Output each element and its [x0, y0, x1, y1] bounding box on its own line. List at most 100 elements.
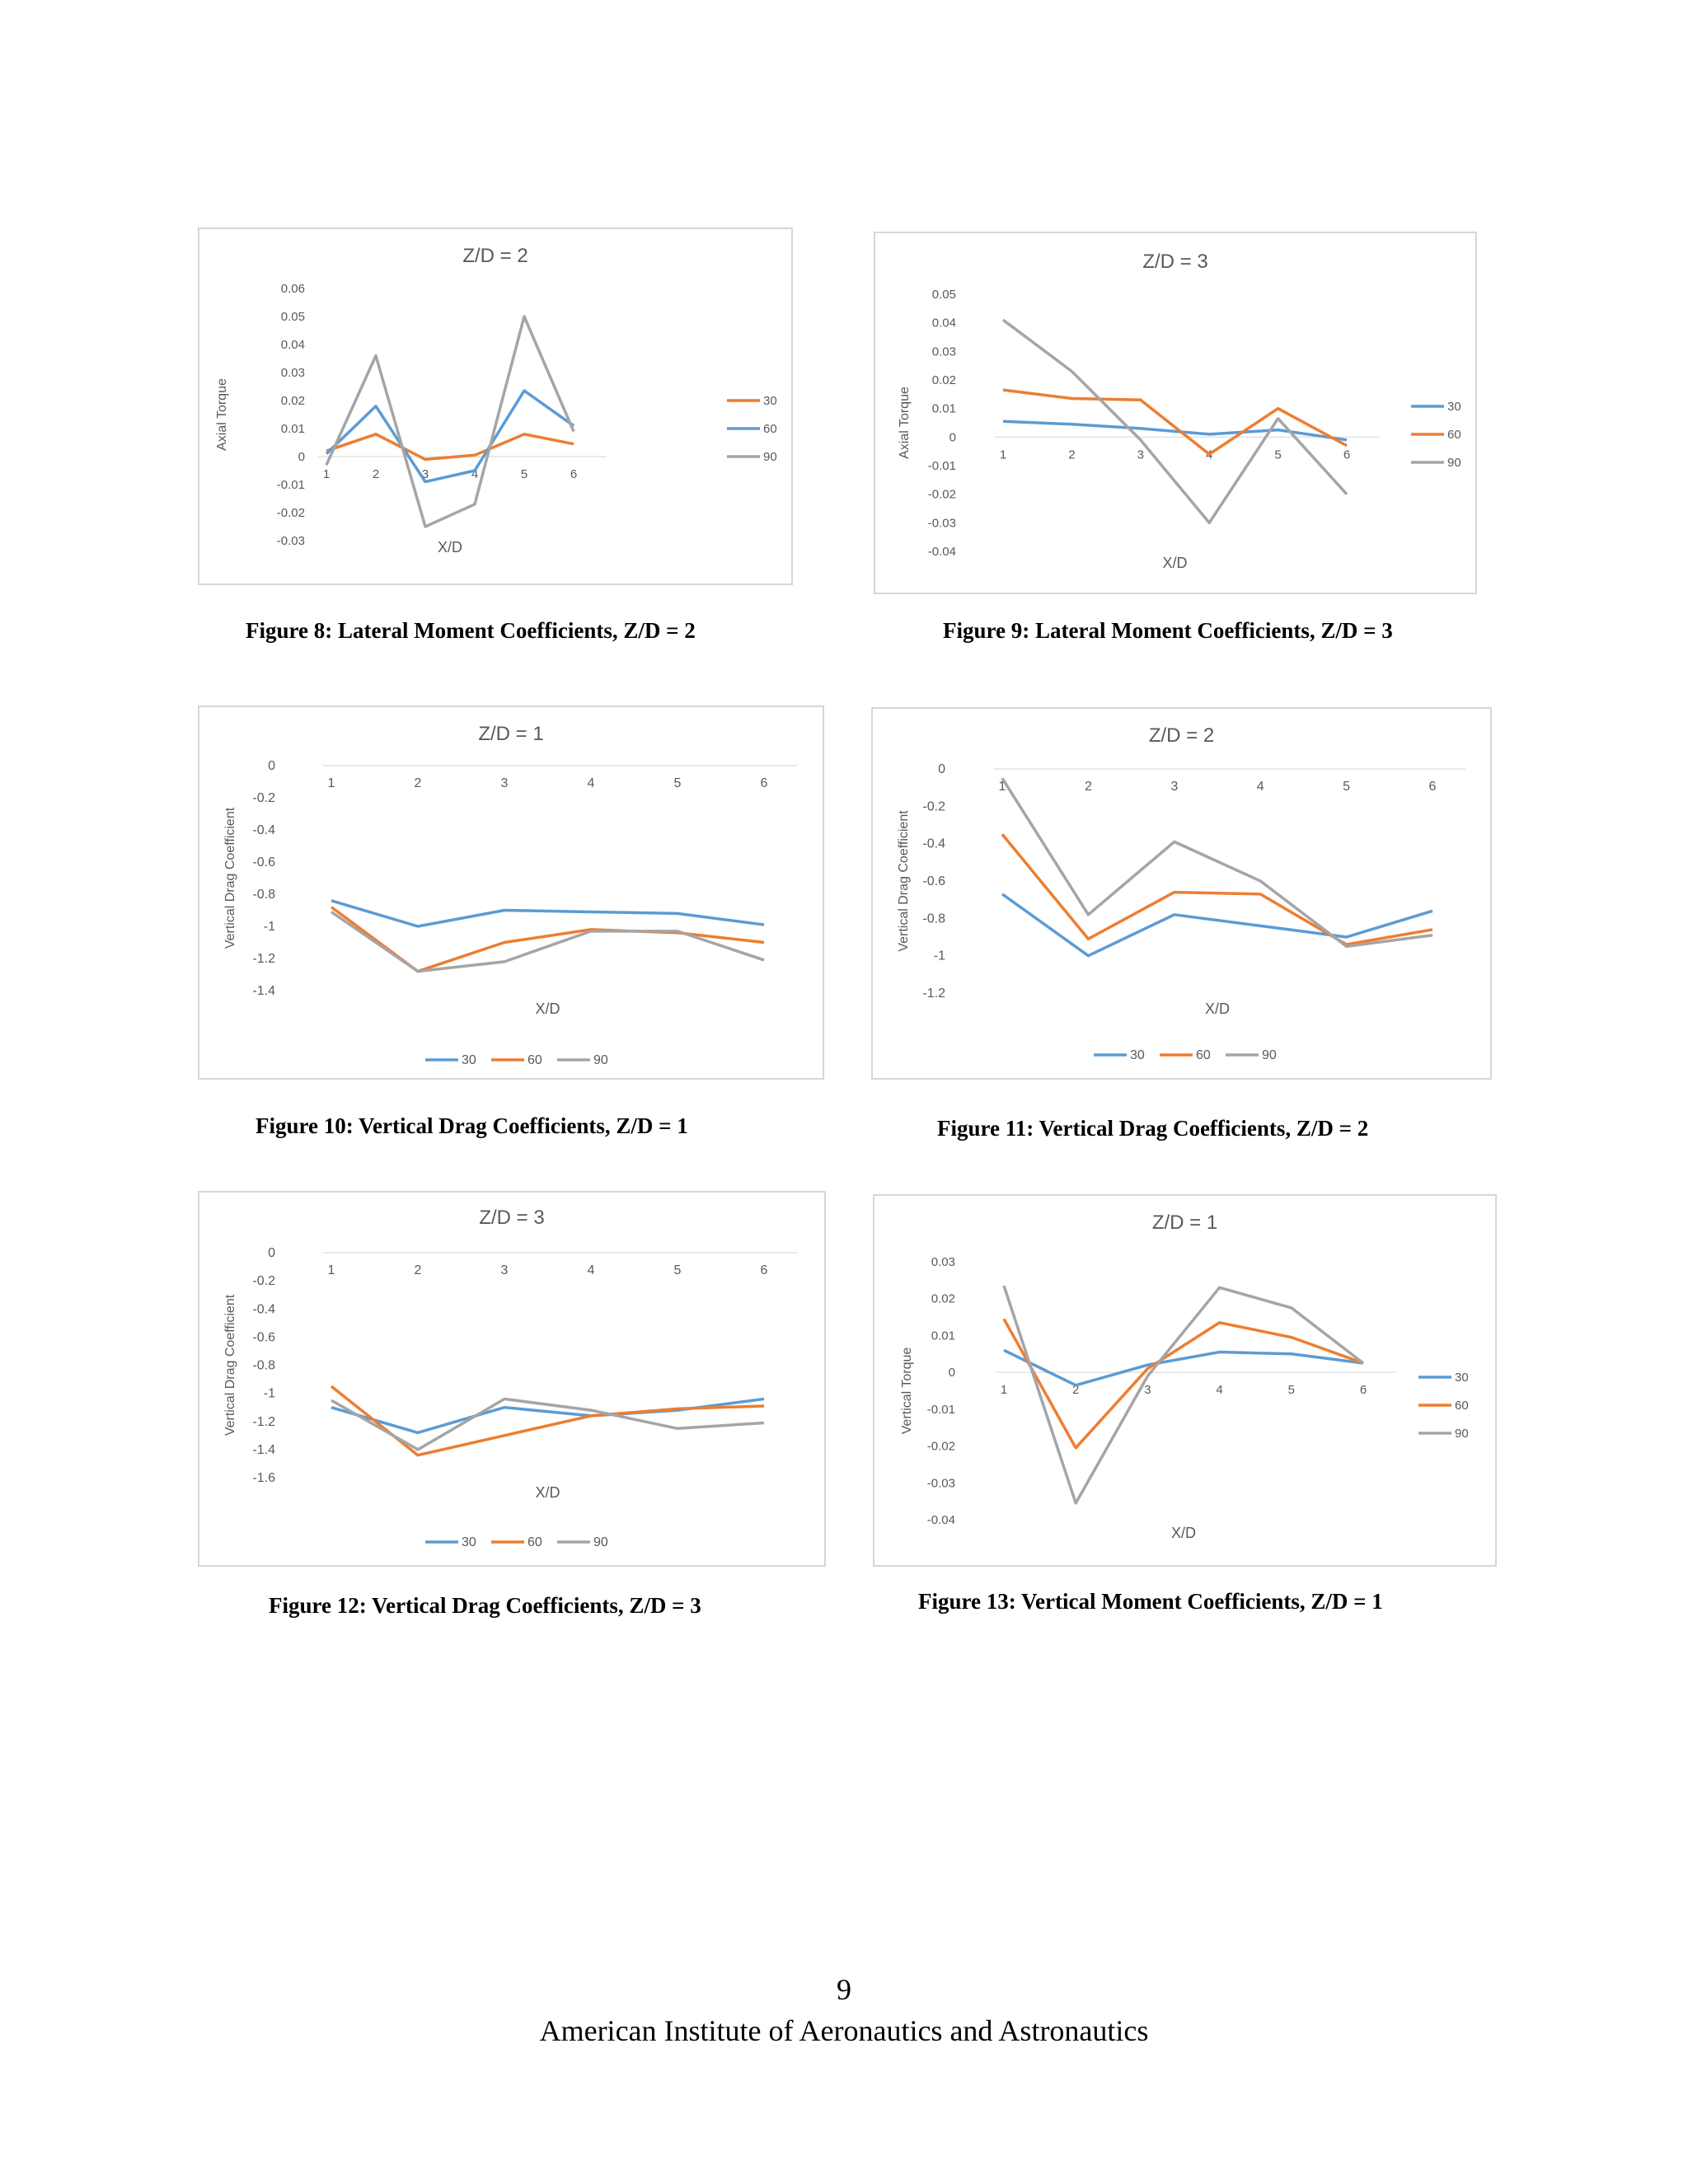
- series-line-60: [1002, 388, 1348, 456]
- x-tick-label: 5: [1288, 1383, 1295, 1397]
- chart-svg: Z/D = 1 0.03 0.02 0.01 0 -0.01 -0.02 -0.03 -0.04…: [900, 1212, 1469, 1541]
- legend-label-90: 90: [593, 1053, 608, 1067]
- chart-figure-9: Z/D = 3 0.05 0.04 0.03 0.02 0.01 0 -0.01 -0.02 -0…: [874, 232, 1477, 594]
- x-tick-label: 6: [761, 1263, 768, 1277]
- legend-label-60: 60: [1455, 1399, 1469, 1413]
- y-tick-label: -1.2: [252, 1415, 275, 1429]
- y-tick-label: 0.03: [931, 1255, 955, 1269]
- y-tick-label: -0.2: [252, 1274, 275, 1288]
- y-tick-label: -0.4: [252, 1302, 275, 1316]
- legend-label-90: 90: [1455, 1427, 1469, 1441]
- y-tick-label: -0.6: [252, 1330, 275, 1344]
- series-line-30: [326, 433, 574, 462]
- x-tick-label: 5: [1343, 780, 1350, 794]
- x-tick-label: 1: [999, 780, 1006, 794]
- caption-figure-10: Figure 10: Vertical Drag Coefficients, Z…: [256, 1113, 688, 1138]
- y-tick-label: 0.05: [281, 310, 305, 324]
- y-tick-label: -0.03: [928, 516, 956, 530]
- x-tick-label: 5: [674, 1263, 682, 1277]
- x-tick-label: 6: [1360, 1383, 1367, 1397]
- series-line-90: [1001, 318, 1348, 525]
- legend-label-30: 30: [1455, 1371, 1469, 1385]
- y-tick-label: -1: [264, 920, 275, 934]
- legend-label-30: 30: [763, 394, 777, 408]
- x-tick-label: 2: [415, 776, 422, 790]
- legend-label-90: 90: [763, 450, 777, 464]
- series-line-90: [1001, 777, 1433, 949]
- legend-label-30: 30: [462, 1053, 476, 1067]
- y-axis-label: Axial Torque: [215, 378, 229, 451]
- x-tick-label: 6: [570, 467, 577, 481]
- chart-title: Z/D = 1: [1152, 1212, 1217, 1234]
- y-tick-label: -0.03: [927, 1476, 955, 1490]
- legend-label-60: 60: [763, 422, 777, 436]
- x-tick-label: 3: [1137, 448, 1144, 462]
- y-axis-label: Axial Torque: [898, 387, 912, 459]
- y-tick-label: -0.01: [277, 478, 305, 492]
- x-tick-label: 3: [1144, 1383, 1151, 1397]
- y-tick-label: 0: [949, 1366, 955, 1380]
- y-tick-label: 0: [268, 1246, 275, 1260]
- y-tick-label: 0.02: [281, 394, 305, 408]
- x-tick-label: 3: [501, 1263, 509, 1277]
- y-tick-label: -1.4: [252, 1443, 275, 1457]
- chart-svg: Z/D = 2 0.06 0.05 0.04 0.03 0.02 0.01 0 -0.01 -0.…: [215, 245, 777, 555]
- footer-organization: American Institute of Aeronautics and As…: [539, 2014, 1149, 2047]
- chart-svg: Z/D = 1 0 -0.2 -0.4 -0.6 -0.8 -1 -1.2 -1.4 1 2 3 4 5 6…: [223, 723, 797, 1067]
- x-tick-label: 6: [1429, 780, 1437, 794]
- x-tick-label: 5: [674, 776, 682, 790]
- y-tick-label: -1.4: [252, 984, 275, 998]
- y-tick-label: 0.01: [281, 422, 305, 436]
- chart-svg: Z/D = 3 0.05 0.04 0.03 0.02 0.01 0 -0.01 -0.02 -0…: [898, 251, 1461, 571]
- chart-figure-10: Z/D = 1 0 -0.2 -0.4 -0.6 -0.8 -1 -1.2 -1.4 1 2 3 4 5 6…: [198, 705, 824, 1080]
- y-tick-label: -1.2: [922, 987, 945, 1001]
- chart-title: Z/D = 3: [1142, 251, 1207, 273]
- y-tick-label: -0.6: [922, 874, 945, 888]
- x-tick-label: 4: [588, 1263, 595, 1277]
- x-tick-label: 3: [1170, 780, 1178, 794]
- chart-title: Z/D = 2: [462, 245, 528, 267]
- x-tick-label: 5: [1274, 448, 1281, 462]
- y-tick-label: 0: [268, 759, 275, 773]
- chart-figure-13: Z/D = 1 0.03 0.02 0.01 0 -0.01 -0.02 -0.03 -0.04…: [873, 1194, 1497, 1567]
- chart-title: Z/D = 2: [1149, 724, 1214, 747]
- chart-svg: Z/D = 2 0 -0.2 -0.4 -0.6 -0.8 -1 -1.2 1 2 3 4 5 6 X/D V…: [897, 724, 1465, 1062]
- y-tick-label: 0.04: [281, 338, 305, 352]
- x-tick-label: 4: [1257, 780, 1264, 794]
- x-tick-label: 6: [1343, 448, 1350, 462]
- y-tick-label: -1: [934, 949, 945, 963]
- x-tick-label: 1: [1000, 448, 1006, 462]
- x-tick-label: 5: [521, 467, 528, 481]
- series-line-30: [1001, 893, 1433, 958]
- x-tick-label: 2: [1072, 1383, 1079, 1397]
- x-axis-label: X/D: [1205, 1001, 1230, 1017]
- chart-figure-8: Z/D = 2 0.06 0.05 0.04 0.03 0.02 0.01 0 -0.01 -0.…: [198, 227, 793, 585]
- caption-figure-12: Figure 12: Vertical Drag Coefficients, Z…: [269, 1593, 701, 1618]
- y-tick-label: -0.4: [252, 823, 275, 837]
- y-tick-label: -0.01: [928, 459, 956, 473]
- y-tick-label: 0: [950, 430, 956, 444]
- caption-figure-8: Figure 8: Lateral Moment Coefficients, Z…: [246, 618, 696, 643]
- caption-figure-13: Figure 13: Vertical Moment Coefficients,…: [918, 1589, 1383, 1614]
- series-line-60: [1002, 1318, 1364, 1450]
- y-tick-label: 0.06: [281, 282, 305, 296]
- series-line-90: [1002, 1285, 1365, 1505]
- y-tick-label: -0.2: [252, 791, 275, 805]
- x-tick-label: 4: [471, 467, 478, 481]
- chart-figure-12: Z/D = 3 0 -0.2 -0.4 -0.6 -0.8 -1 -1.2 -1.4 -1.6 1 2…: [198, 1191, 826, 1567]
- series-line-60: [330, 1385, 765, 1457]
- y-tick-label: -0.04: [927, 1513, 955, 1527]
- legend-label-30: 30: [1447, 400, 1461, 414]
- chart-title: Z/D = 1: [478, 723, 543, 745]
- y-tick-label: -0.6: [252, 855, 275, 869]
- page-number: 9: [837, 1973, 851, 2006]
- series-line-60: [1001, 833, 1433, 946]
- legend-label-60: 60: [1196, 1048, 1211, 1062]
- series-line-90: [331, 1397, 765, 1451]
- y-tick-label: 0.03: [281, 366, 305, 380]
- x-tick-label: 4: [1216, 1383, 1222, 1397]
- y-tick-label: -0.04: [928, 545, 956, 559]
- y-tick-label: 0.04: [932, 316, 956, 330]
- x-tick-label: 2: [373, 467, 379, 481]
- y-tick-label: 0: [298, 450, 305, 464]
